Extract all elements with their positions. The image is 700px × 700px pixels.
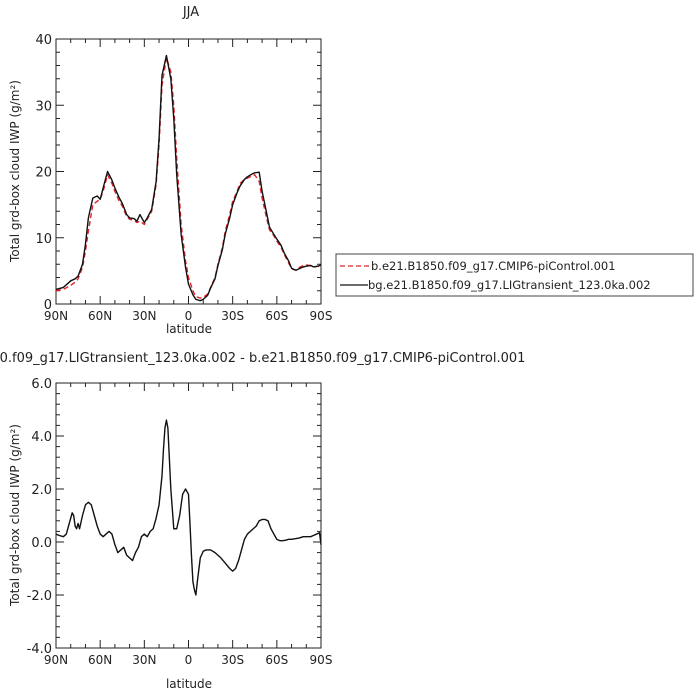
chart-title: JJA xyxy=(182,5,199,20)
series-line-0-0 xyxy=(55,56,322,299)
y-tick-label: 30 xyxy=(35,99,52,114)
x-axis-label: latitude xyxy=(166,322,212,336)
y-tick-label: -2.0 xyxy=(27,589,52,604)
x-tick-label: 30S xyxy=(221,309,244,323)
y-tick-label: 20 xyxy=(35,166,52,181)
tick-marks-2 xyxy=(55,382,322,649)
panel-mean-iwp: JJA 0 10 20 30 40 90N 60N 30N 0 30S 60S 90S latitu… xyxy=(8,5,332,336)
x-tick-labels-2: 90N 60N 30N 0 30S 60S 90S xyxy=(44,653,333,667)
x-tick-label: 90S xyxy=(310,309,333,323)
y-tick-label: 4.0 xyxy=(31,430,52,445)
tick-marks xyxy=(55,38,322,305)
y-tick-label: -4.0 xyxy=(27,642,52,657)
x-tick-label: 30N xyxy=(132,653,156,667)
y-tick-label: 0.0 xyxy=(31,536,52,551)
series-lines-2 xyxy=(55,419,322,596)
legend: b.e21.B1850.f09_g17.CMIP6-piControl.001 … xyxy=(335,253,694,297)
x-tick-label: 60S xyxy=(265,309,288,323)
x-tick-label: 90S xyxy=(310,653,333,667)
y-tick-label: 0 xyxy=(44,298,52,313)
x-tick-label: 60N xyxy=(88,653,112,667)
y-axis-label-2: Total grd-box cloud IWP (g/m²) xyxy=(8,424,22,607)
y-tick-label: 10 xyxy=(35,232,52,247)
legend-label-transient: bg.e21.B1850.f09_g17.LIGtransient_123.0k… xyxy=(368,278,651,292)
y-tick-label: 6.0 xyxy=(31,377,52,392)
x-tick-labels: 90N 60N 30N 0 30S 60S 90S xyxy=(44,309,333,323)
x-tick-label: 30N xyxy=(132,309,156,323)
x-tick-label: 0 xyxy=(185,653,193,667)
series-line-0-1 xyxy=(55,54,322,302)
x-tick-label: 60N xyxy=(88,309,112,323)
series-lines xyxy=(55,54,322,302)
x-axis-label-2: latitude xyxy=(166,677,212,691)
legend-label-control: b.e21.B1850.f09_g17.CMIP6-piControl.001 xyxy=(371,259,616,273)
difference-title: bg.e21.B1850.f09_g17.LIGtransient_123.0k… xyxy=(0,351,525,366)
x-tick-label: 0 xyxy=(185,309,193,323)
y-axis-label: Total grd-box cloud IWP (g/m²) xyxy=(8,80,22,263)
y-tick-labels: 0 10 20 30 40 xyxy=(35,33,52,313)
x-tick-label: 60S xyxy=(265,653,288,667)
y-tick-labels-2: -4.0 -2.0 0.0 2.0 4.0 6.0 xyxy=(27,377,52,657)
y-tick-label: 40 xyxy=(35,33,52,48)
x-tick-label: 90N xyxy=(44,653,68,667)
plot-frame-2 xyxy=(55,382,322,649)
plot-frame xyxy=(55,38,322,305)
legend-box xyxy=(335,253,694,297)
x-tick-label: 30S xyxy=(221,653,244,667)
series-line-1-0 xyxy=(55,419,322,596)
panel-difference: bg.e21.B1850.f09_g17.LIGtransient_123.0k… xyxy=(0,351,525,691)
y-tick-label: 2.0 xyxy=(31,483,52,498)
x-tick-label: 90N xyxy=(44,309,68,323)
